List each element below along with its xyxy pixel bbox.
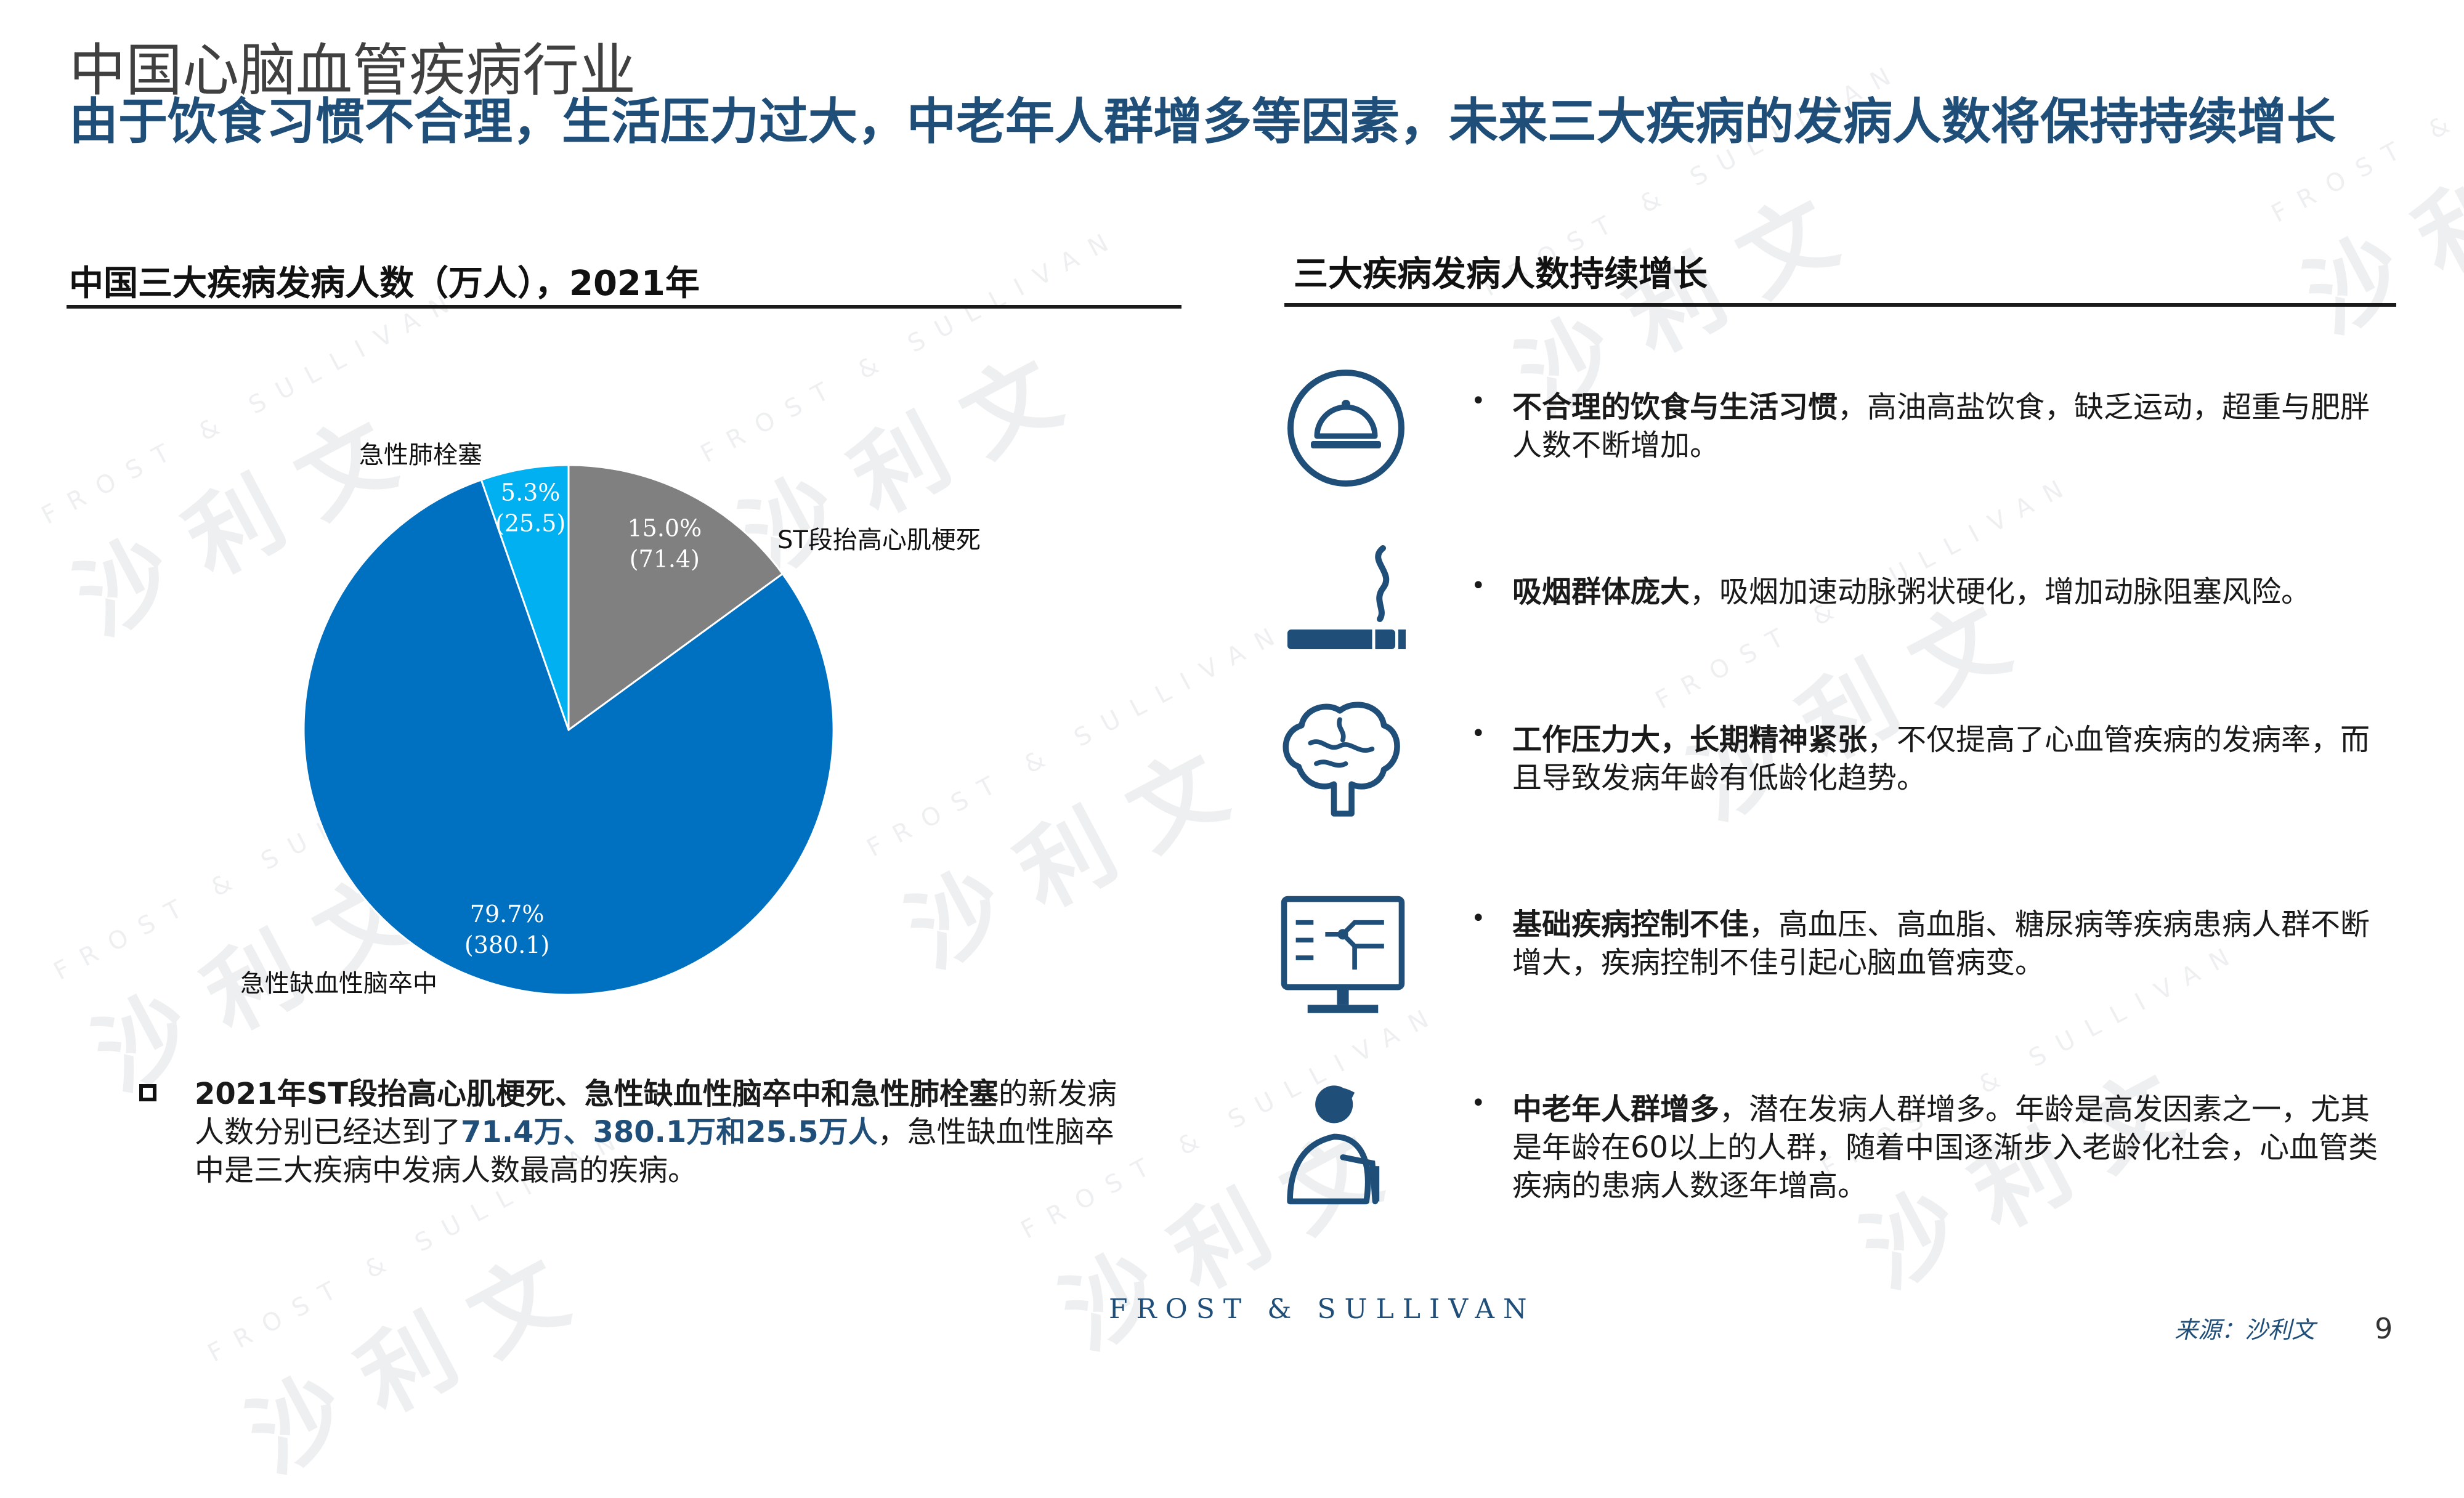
pie-labels: 15.0% (71.4) ST段抬高心肌梗死 79.7% (380.1) 急性缺血性脑卒中…: [240, 441, 981, 998]
factor-detail: ，高油高盐饮食，缺乏运动，超重与肥胖人数不断增加。: [1512, 390, 2370, 463]
factor-detail: ，不仅提高了心血管疾病的发病率，而且导致发病年龄有低龄化趋势。: [1512, 723, 2370, 795]
slice-value-label: (380.1): [464, 931, 549, 958]
summary-text-2: ，急性缺血性脑卒中是三大疾病中发病人数最高的疾病。: [195, 1115, 1114, 1188]
pie-chart: 15.0% (71.4) ST段抬高心肌梗死 79.7% (380.1) 急性缺血性脑卒中…: [240, 441, 981, 998]
factor-bold: 中老年人群增多: [1512, 1092, 1720, 1127]
factor-bold: 工作压力大，长期精神紧张: [1512, 723, 1868, 757]
pie-slices: [302, 464, 835, 996]
food-cloche-icon: [1287, 370, 1404, 487]
square-bullet-icon: [139, 1084, 156, 1101]
factor-bullet: •: [1471, 904, 1486, 933]
factor-bullet: •: [1471, 1089, 1486, 1117]
factor-bold: 不合理的饮食与生活习惯: [1512, 390, 1838, 424]
factor-detail: ，潜在发病人群增多。年龄是高发因素之一，尤其是年龄在60以上的人群，随着中国逐渐…: [1512, 1092, 2378, 1203]
factor-bullet: •: [1471, 572, 1486, 600]
page-number: 9: [2375, 1312, 2393, 1345]
summary-highlight: 71.4万、380.1万和25.5万人: [461, 1115, 878, 1149]
slice-ischemic-stroke: [302, 479, 835, 996]
slice-percent-label: 15.0%: [628, 514, 702, 541]
left-section-rule: [67, 305, 1181, 309]
frost-sullivan-logo: FROST & SULLIVAN: [1109, 1294, 1536, 1325]
cigarette-icon: [1287, 545, 1406, 649]
factor-bold: 基础疾病控制不佳: [1512, 907, 1749, 942]
slice-value-label: (71.4): [630, 545, 700, 572]
watermark-cn: 沙 利 文: [232, 1238, 584, 1494]
factor-smoking: 吸烟群体庞大，吸烟加速动脉粥状硬化，增加动脉阻塞风险。: [1512, 573, 2387, 611]
factor-detail: ，吸烟加速动脉粥状硬化，增加动脉阻塞风险。: [1690, 575, 2311, 609]
factor-underlying-disease: 基础疾病控制不佳，高血压、高血脂、糖尿病等疾病患病人群不断增大，疾病控制不佳引起…: [1512, 905, 2387, 982]
slice-category-label: 急性缺血性脑卒中: [240, 970, 437, 998]
source-note: 来源：沙利文: [2174, 1316, 2316, 1343]
slice-percent-label: 5.3%: [501, 479, 561, 506]
factor-bullet: •: [1471, 719, 1486, 748]
slice-value-label: (25.5): [495, 509, 565, 536]
factor-aging: 中老年人群增多，潜在发病人群增多。年龄是高发因素之一，尤其是年龄在60以上的人群…: [1512, 1090, 2387, 1205]
slice-category-label: ST段抬高心肌梗死: [777, 526, 981, 554]
summary-bold: 2021年ST段抬高心肌梗死、急性缺血性脑卒中和急性肺栓塞: [195, 1077, 999, 1111]
slice-stemi: [567, 464, 784, 732]
factor-stress: 工作压力大，长期精神紧张，不仅提高了心血管疾病的发病率，而且导致发病年龄有低龄化…: [1512, 721, 2387, 797]
slice-percent-label: 79.7%: [470, 901, 545, 928]
summary-text-1: 的新发病人数分别已经达到了: [195, 1077, 1117, 1149]
factor-bullet: •: [1471, 387, 1486, 415]
monitor-chart-icon: [1281, 896, 1405, 1013]
factor-diet: 不合理的饮食与生活习惯，高油高盐饮食，缺乏运动，超重与肥胖人数不断增加。: [1512, 388, 2387, 464]
slice-pulmonary-embolism: [480, 464, 570, 731]
slice-category-label: 急性肺栓塞: [359, 441, 482, 469]
brain-icon: [1283, 702, 1400, 817]
left-section-title: 中国三大疾病发病人数（万人），2021年: [69, 264, 700, 304]
factor-detail: ，高血压、高血脂、糖尿病等疾病患病人群不断增大，疾病控制不佳引起心脑血管病变。: [1512, 907, 2370, 980]
elderly-person-icon: [1287, 1085, 1380, 1205]
factor-bold: 吸烟群体庞大: [1512, 575, 1690, 609]
page-subtitle: 由于饮食习惯不合理，生活压力过大，中老年人群增多等因素，未来三大疾病的发病人数将…: [69, 93, 2336, 150]
right-section-title: 三大疾病发病人数持续增长: [1294, 254, 1708, 294]
summary-text: 2021年ST段抬高心肌梗死、急性缺血性脑卒中和急性肺栓塞的新发病人数分别已经达…: [195, 1075, 1137, 1189]
page-title: 中国心脑血管疾病行业: [69, 38, 636, 103]
right-section-rule: [1284, 303, 2396, 307]
